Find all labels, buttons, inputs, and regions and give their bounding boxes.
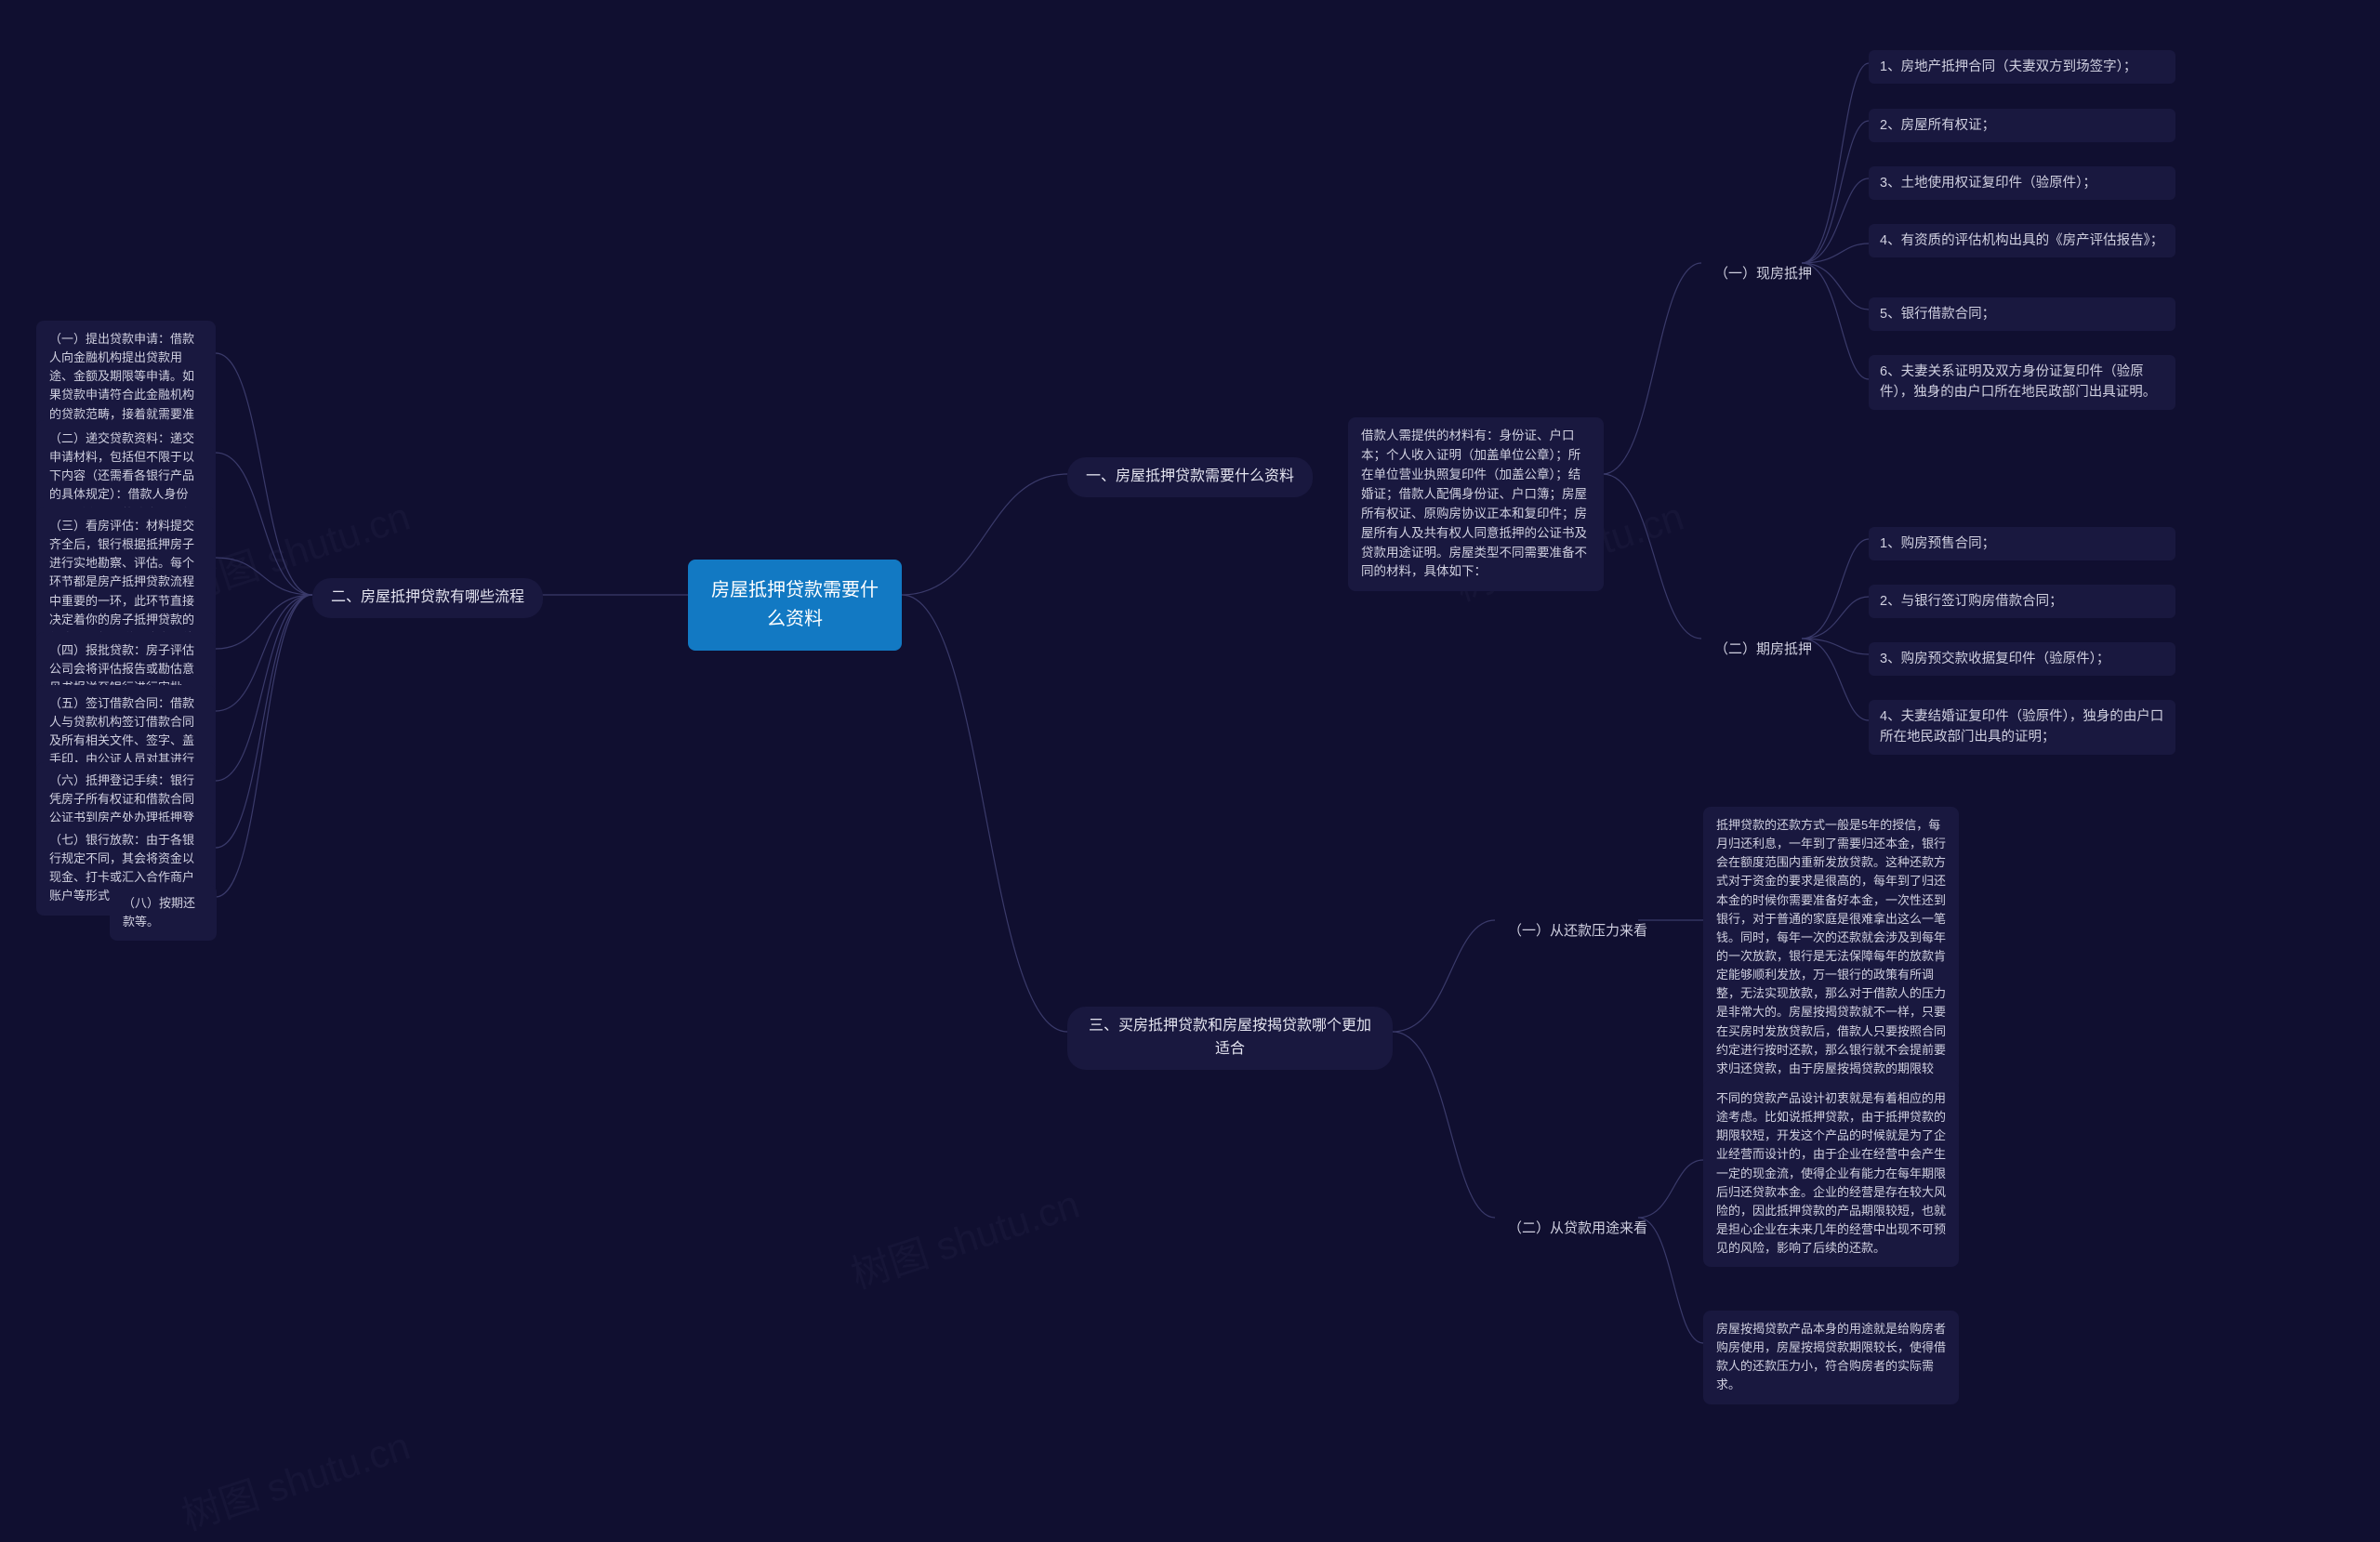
branch1-sub2-item: 2、与银行签订购房借款合同； (1869, 585, 2175, 618)
branch1-sub2-label: （二）期房抵押 (1701, 629, 1825, 669)
root-node: 房屋抵押贷款需要什么资料 (688, 560, 902, 651)
watermark: 树图 shutu.cn (174, 1415, 416, 1542)
branch1-sub1-item: 3、土地使用权证复印件（验原件）； (1869, 166, 2175, 200)
branch2-item: （八）按期还款等。 (110, 885, 217, 941)
branch1-sub1-item: 6、夫妻关系证明及双方身份证复印件（验原件），独身的由户口所在地民政部门出具证明… (1869, 355, 2175, 410)
watermark: 树图 shutu.cn (843, 1173, 1086, 1300)
branch1-sub2-item: 4、夫妻结婚证复印件（验原件），独身的由户口所在地民政部门出具的证明； (1869, 700, 2175, 755)
branch3-sub2-text2: 房屋按揭贷款产品本身的用途就是给购房者购房使用，房屋按揭贷款期限较长，使得借款人… (1703, 1311, 1959, 1404)
branch1-sub1-item: 4、有资质的评估机构出具的《房产评估报告》； (1869, 224, 2175, 257)
branch3-sub1-text: 抵押贷款的还款方式一般是5年的授信，每月归还利息，一年到了需要归还本金，银行会在… (1703, 807, 1959, 1106)
branch1-sub1-label: （一）现房抵押 (1701, 254, 1825, 294)
branch3-sub2-text1: 不同的贷款产品设计初衷就是有着相应的用途考虑。比如说抵押贷款，由于抵押贷款的期限… (1703, 1080, 1959, 1267)
branch3-sub1-label: （一）从还款压力来看 (1495, 911, 1660, 951)
branch1-sub2-item: 1、购房预售合同； (1869, 527, 2175, 560)
branch3-sub2-label: （二）从贷款用途来看 (1495, 1208, 1660, 1248)
branch1-title: 一、房屋抵押贷款需要什么资料 (1067, 457, 1313, 497)
branch1-desc: 借款人需提供的材料有：身份证、户口本；个人收入证明（加盖单位公章）；所在单位营业… (1348, 417, 1604, 591)
branch1-sub1-item: 1、房地产抵押合同（夫妻双方到场签字）； (1869, 50, 2175, 84)
branch2-title: 二、房屋抵押贷款有哪些流程 (312, 578, 543, 618)
branch1-sub1-item: 2、房屋所有权证； (1869, 109, 2175, 142)
branch3-title: 三、买房抵押贷款和房屋按揭贷款哪个更加适合 (1067, 1007, 1393, 1070)
branch1-sub1-item: 5、银行借款合同； (1869, 297, 2175, 331)
branch1-sub2-item: 3、购房预交款收据复印件（验原件）； (1869, 642, 2175, 676)
